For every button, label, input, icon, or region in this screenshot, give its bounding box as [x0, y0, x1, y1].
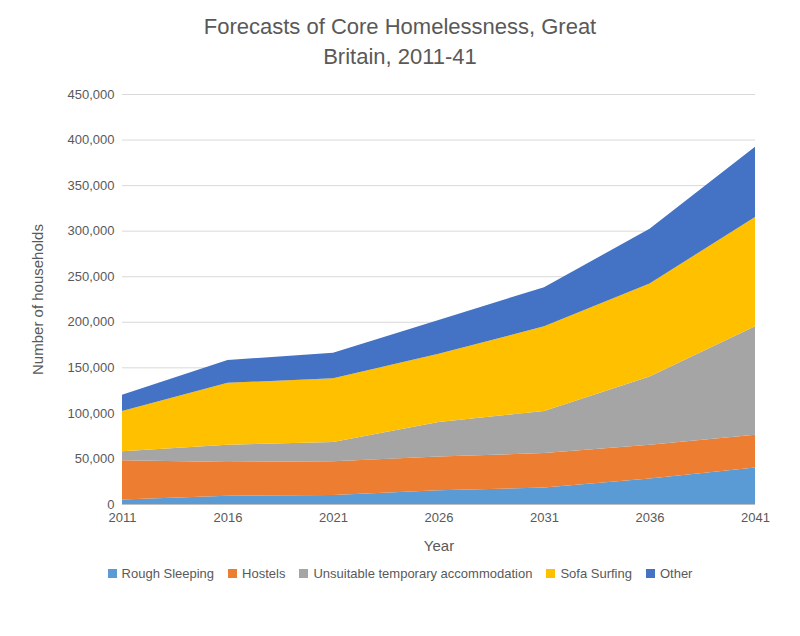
svg-text:350,000: 350,000: [68, 178, 115, 193]
svg-text:100,000: 100,000: [68, 406, 115, 421]
svg-text:Number of households: Number of households: [29, 224, 46, 375]
html-text:Other: Other: [659, 566, 693, 581]
svg-text:2016: 2016: [214, 510, 243, 525]
svg-text:300,000: 300,000: [68, 223, 115, 238]
svg-text:2036: 2036: [636, 510, 665, 525]
svg-text:50,000: 50,000: [75, 451, 115, 466]
svg-text:0: 0: [107, 496, 115, 512]
svg-text:2041: 2041: [741, 510, 770, 525]
svg-text:400,000: 400,000: [68, 132, 115, 147]
svg-text:2011: 2011: [109, 510, 137, 525]
svg-text:250,000: 250,000: [68, 269, 115, 284]
html-text:Rough Sleeping: Rough Sleeping: [121, 566, 215, 581]
html-text:Forecasts of Core Homelessness: Forecasts of Core Homelessness, Great Br…: [203, 14, 597, 69]
svg-text:2031: 2031: [530, 510, 559, 525]
svg-text:150,000: 150,000: [68, 360, 115, 375]
html-text:Sofa Surfing: Sofa Surfing: [560, 566, 632, 581]
html-text:Hostels: Hostels: [242, 566, 286, 581]
svg-text:450,000: 450,000: [68, 87, 115, 102]
svg-text:Year: Year: [424, 537, 454, 554]
html-text:Unsuitable temporary accommoda: Unsuitable temporary accommodation: [313, 566, 533, 581]
svg-text:2026: 2026: [425, 510, 454, 525]
svg-text:200,000: 200,000: [68, 314, 115, 329]
svg-text:2021: 2021: [319, 510, 348, 525]
